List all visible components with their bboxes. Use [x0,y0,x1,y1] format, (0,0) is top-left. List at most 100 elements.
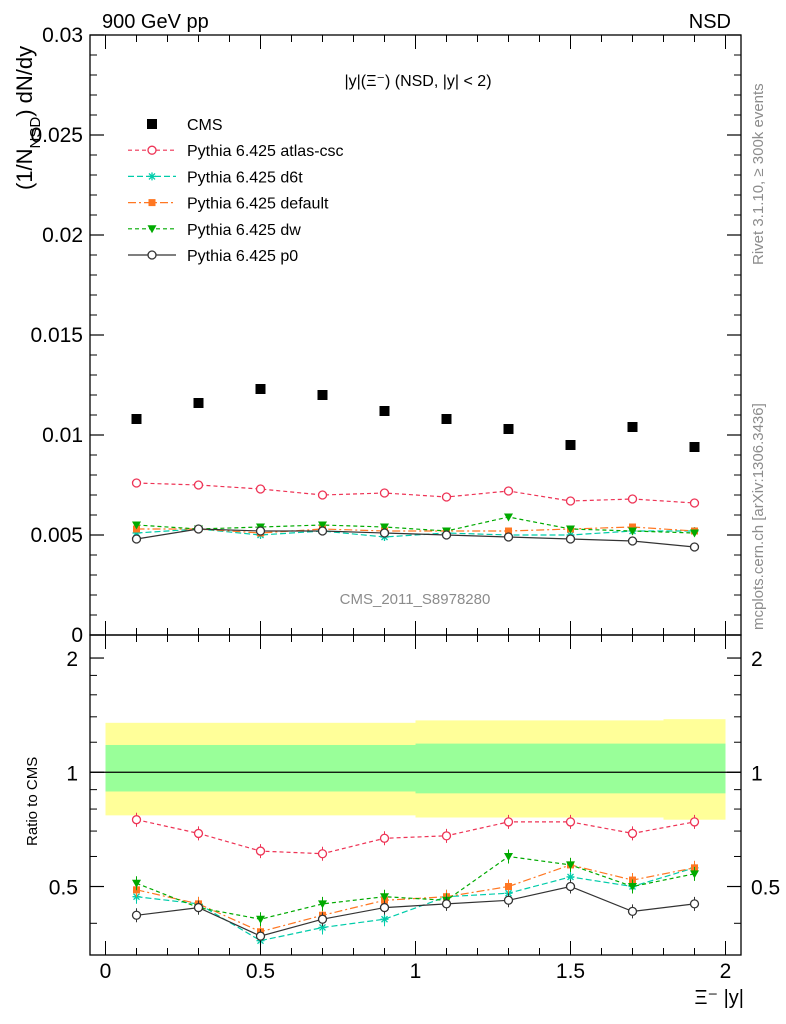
legend-label-p0: Pythia 6.425 p0 [187,248,298,265]
ratio-series-lines [136,819,695,942]
main-point-CMS-7 [565,440,576,450]
ratio-ytick-label-right: 0.5 [751,877,780,900]
ratio-point-atlas-csc-1 [193,828,204,839]
ratio-line-atlas-csc [136,819,695,855]
main-point-dw-6 [504,513,513,522]
main-point-CMS-8 [627,422,638,432]
header-right: NSD [689,11,731,33]
ratio-ytick-label-right: 1 [751,762,763,785]
legend-label-dw: Pythia 6.425 dw [187,222,301,239]
main-point-atlas-csc-5 [441,492,452,502]
ratio-point-dw-8 [628,883,637,892]
band-inner-segment [663,743,726,794]
ratio-point-atlas-csc-8 [627,828,638,839]
main-point-dw-3 [318,521,327,530]
main-ytick-label: 0 [71,624,83,647]
main-ytick-label: 0.03 [42,24,83,47]
ratio-point-p0-6 [503,895,514,905]
legend-marker-default [148,199,156,207]
main-point-p0-4 [379,528,390,538]
ratio-uncertainty-bands [105,719,726,820]
main-point-p0-0 [131,534,142,544]
main-point-CMS-6 [503,424,514,434]
legend-item-CMS: CMS [147,117,223,134]
legend-marker-CMS [147,119,157,129]
main-point-p0-3 [317,526,328,536]
main-y-label-part-b: ) dN/dy [12,46,37,117]
main-point-CMS-5 [441,414,452,424]
legend-marker-p0 [147,250,157,260]
main-point-CMS-4 [379,406,390,416]
main-point-default-8 [629,523,636,531]
x-axis-label: Ξ⁻ |y| [694,987,744,1009]
legend-item-atlas-csc: Pythia 6.425 atlas-csc [128,143,344,160]
main-point-p0-9 [689,542,700,552]
main-point-atlas-csc-9 [689,498,700,508]
main-point-atlas-csc-8 [627,494,638,504]
main-y-label-part-a: (1/N [12,148,37,190]
ratio-line-dw [136,855,695,920]
main-y-label-subscript: NSD [27,117,44,149]
ratio-point-dw-4 [380,893,389,902]
ratio-point-dw-3 [318,900,327,909]
main-y-axis-label: (1/NNSD) dN/dy [12,46,44,190]
ratio-point-p0-0 [131,910,142,920]
ratio-point-p0-7 [565,881,576,892]
main-point-dw-4 [380,523,389,532]
ratio-point-atlas-csc-5 [441,831,452,841]
ratio-point-p0-5 [441,899,452,909]
ratio-point-p0-8 [627,906,638,917]
side-text-bottom: mcplots.cern.ch [arXiv:1306.3436] [750,403,767,630]
xtick-label: 1 [410,960,422,983]
analysis-watermark: CMS_2011_S8978280 [340,591,491,608]
xtick-label: 2 [720,960,732,983]
main-point-p0-7 [565,534,576,544]
legend-label-default: Pythia 6.425 default [187,196,329,213]
ratio-point-default-6 [505,883,512,891]
ratio-point-p0-2 [255,931,266,941]
legend-item-d6t: Pythia 6.425 d6t [128,169,303,186]
xtick-label: 0 [100,960,112,983]
ratio-point-d6t-4 [380,915,389,924]
ratio-ytick-label-right: 2 [751,648,763,671]
ratio-point-d6t-3 [318,923,327,932]
legend: CMS Pythia 6.425 atlas-csc Pythia 6.425 d6… [128,117,344,265]
ratio-line-p0 [136,885,695,937]
ratio-ytick-label: 2 [66,648,78,671]
ratio-point-p0-3 [317,914,328,924]
main-point-p0-1 [193,524,204,534]
legend-item-dw: Pythia 6.425 dw [128,222,301,239]
main-axis-ticks: 0 0.005 0.01 0.015 0.02 0.025 0.03 [30,24,741,647]
main-ytick-label: 0.005 [30,524,83,547]
main-point-default-6 [505,527,512,535]
main-point-dw-7 [566,525,575,534]
main-line-dw [136,516,695,534]
xtick-label: 0.5 [246,960,275,983]
ratio-point-p0-1 [193,902,204,913]
main-point-CMS-1 [193,398,204,408]
main-line-atlas-csc [136,482,695,504]
ratio-point-p0-4 [379,902,390,913]
legend-item-p0: Pythia 6.425 p0 [128,248,298,265]
ratio-point-atlas-csc-9 [689,817,700,827]
plot-title: |y|(Ξ⁻) (NSD, |y| < 2) [344,73,491,90]
main-point-p0-6 [503,532,514,542]
legend-marker-d6t [148,172,156,181]
ratio-line-d6t [136,867,695,942]
main-point-p0-8 [627,536,638,546]
main-ytick-label: 0.025 [30,124,83,147]
main-point-atlas-csc-2 [255,484,266,494]
main-point-atlas-csc-3 [317,490,328,500]
legend-marker-dw [147,225,157,234]
main-series-lines [136,482,695,548]
legend-label-CMS: CMS [187,117,223,134]
ratio-point-dw-7 [566,861,575,870]
main-point-atlas-csc-4 [379,488,390,498]
ratio-y-axis-label: Ratio to CMS [24,757,41,846]
main-ytick-label: 0.015 [30,324,83,347]
ratio-point-dw-2 [256,915,265,924]
ratio-point-atlas-csc-3 [317,849,328,859]
ratio-point-p0-9 [689,899,700,909]
legend-marker-atlas-csc [147,145,157,155]
